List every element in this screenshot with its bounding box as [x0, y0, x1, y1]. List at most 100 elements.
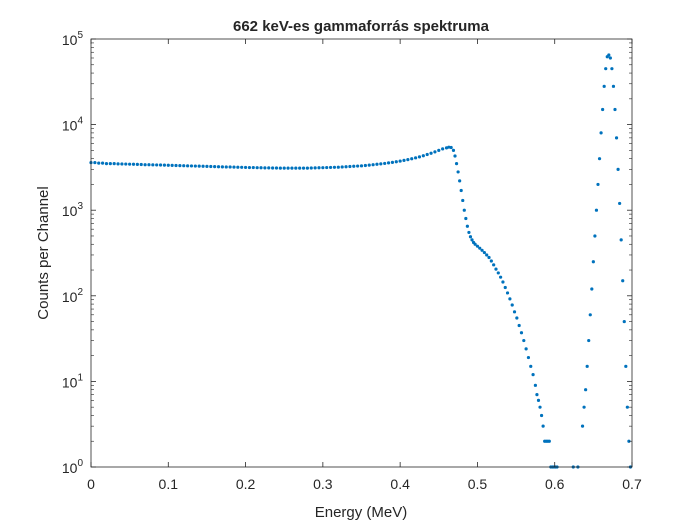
data-point	[274, 166, 279, 170]
data-point	[402, 158, 406, 162]
data-point	[139, 162, 143, 167]
data-point	[278, 166, 282, 170]
data-point	[282, 166, 286, 170]
data-point	[456, 170, 460, 174]
data-point	[622, 319, 626, 324]
data-point	[625, 405, 629, 409]
data-point	[538, 405, 542, 409]
data-point	[286, 166, 290, 170]
data-point	[321, 166, 325, 170]
data-point	[627, 439, 631, 443]
data-point	[313, 166, 317, 170]
data-point	[462, 208, 466, 212]
data-point	[97, 161, 101, 165]
data-point	[232, 165, 236, 169]
data-point	[501, 280, 505, 284]
data-point	[414, 156, 418, 160]
data-point	[356, 164, 360, 168]
data-point	[290, 166, 294, 170]
data-point	[607, 53, 611, 57]
data-point	[104, 162, 109, 166]
data-point	[216, 165, 221, 169]
data-point	[166, 163, 170, 167]
data-point	[108, 162, 112, 166]
data-point	[597, 157, 602, 161]
x-tick-label: 0.7	[622, 476, 642, 492]
data-point	[128, 162, 132, 166]
data-point	[124, 162, 128, 166]
data-point	[267, 166, 271, 170]
data-point	[614, 136, 619, 140]
data-point	[580, 424, 585, 428]
data-point	[459, 188, 463, 193]
data-point	[263, 166, 267, 170]
data-point	[371, 163, 375, 167]
data-point	[487, 255, 491, 260]
data-point	[465, 224, 469, 228]
data-point	[189, 164, 194, 168]
data-point	[294, 166, 298, 170]
data-point	[467, 230, 471, 235]
data-point	[383, 161, 387, 166]
data-point	[492, 263, 496, 267]
data-point	[425, 152, 429, 157]
data-point	[143, 163, 147, 167]
data-point	[344, 165, 348, 169]
data-point	[116, 162, 120, 166]
data-point	[468, 235, 473, 239]
data-point	[193, 164, 197, 168]
data-point	[240, 165, 244, 169]
y-tick-label: 102	[62, 287, 84, 305]
data-point	[170, 163, 174, 167]
data-point	[526, 355, 531, 360]
data-point	[437, 148, 441, 152]
data-point	[301, 166, 306, 170]
data-point	[197, 164, 201, 168]
data-point	[621, 279, 625, 283]
data-point	[596, 182, 600, 187]
data-point	[512, 310, 517, 314]
data-point	[394, 160, 398, 164]
data-point	[209, 164, 213, 169]
data-point	[375, 162, 379, 166]
data-point	[473, 242, 477, 246]
data-point	[480, 248, 484, 252]
data-point	[441, 147, 445, 151]
data-point	[305, 166, 309, 170]
data-point	[485, 253, 489, 257]
data-point	[317, 166, 321, 170]
y-tick-label: 100	[62, 458, 84, 476]
data-point	[601, 107, 605, 112]
x-tick-label: 0.5	[468, 476, 488, 492]
data-point	[359, 164, 364, 168]
y-ticks: 100 101 102 103 104 105	[62, 30, 632, 476]
data-point	[610, 67, 614, 71]
data-point	[454, 162, 459, 166]
y-tick-label: 103	[62, 201, 84, 219]
data-point	[162, 163, 167, 167]
data-point	[410, 157, 414, 161]
data-point	[508, 297, 512, 301]
data-point	[613, 107, 617, 112]
data-point	[201, 164, 205, 168]
data-point	[243, 165, 248, 170]
data-point	[590, 287, 594, 291]
plot-area	[91, 39, 632, 467]
data-point	[494, 267, 498, 271]
data-point	[453, 154, 457, 158]
data-point	[112, 162, 116, 166]
data-point	[524, 347, 528, 351]
data-point	[519, 331, 524, 335]
data-point	[449, 145, 453, 150]
data-point	[352, 164, 356, 168]
data-point	[259, 166, 263, 170]
data-point	[213, 165, 217, 169]
data-point	[247, 165, 252, 170]
data-point	[591, 260, 595, 264]
data-point	[386, 161, 391, 165]
data-point	[379, 162, 383, 166]
data-point	[328, 165, 333, 170]
y-tick-label: 101	[62, 372, 84, 390]
data-point	[336, 165, 340, 169]
data-point	[584, 388, 588, 392]
